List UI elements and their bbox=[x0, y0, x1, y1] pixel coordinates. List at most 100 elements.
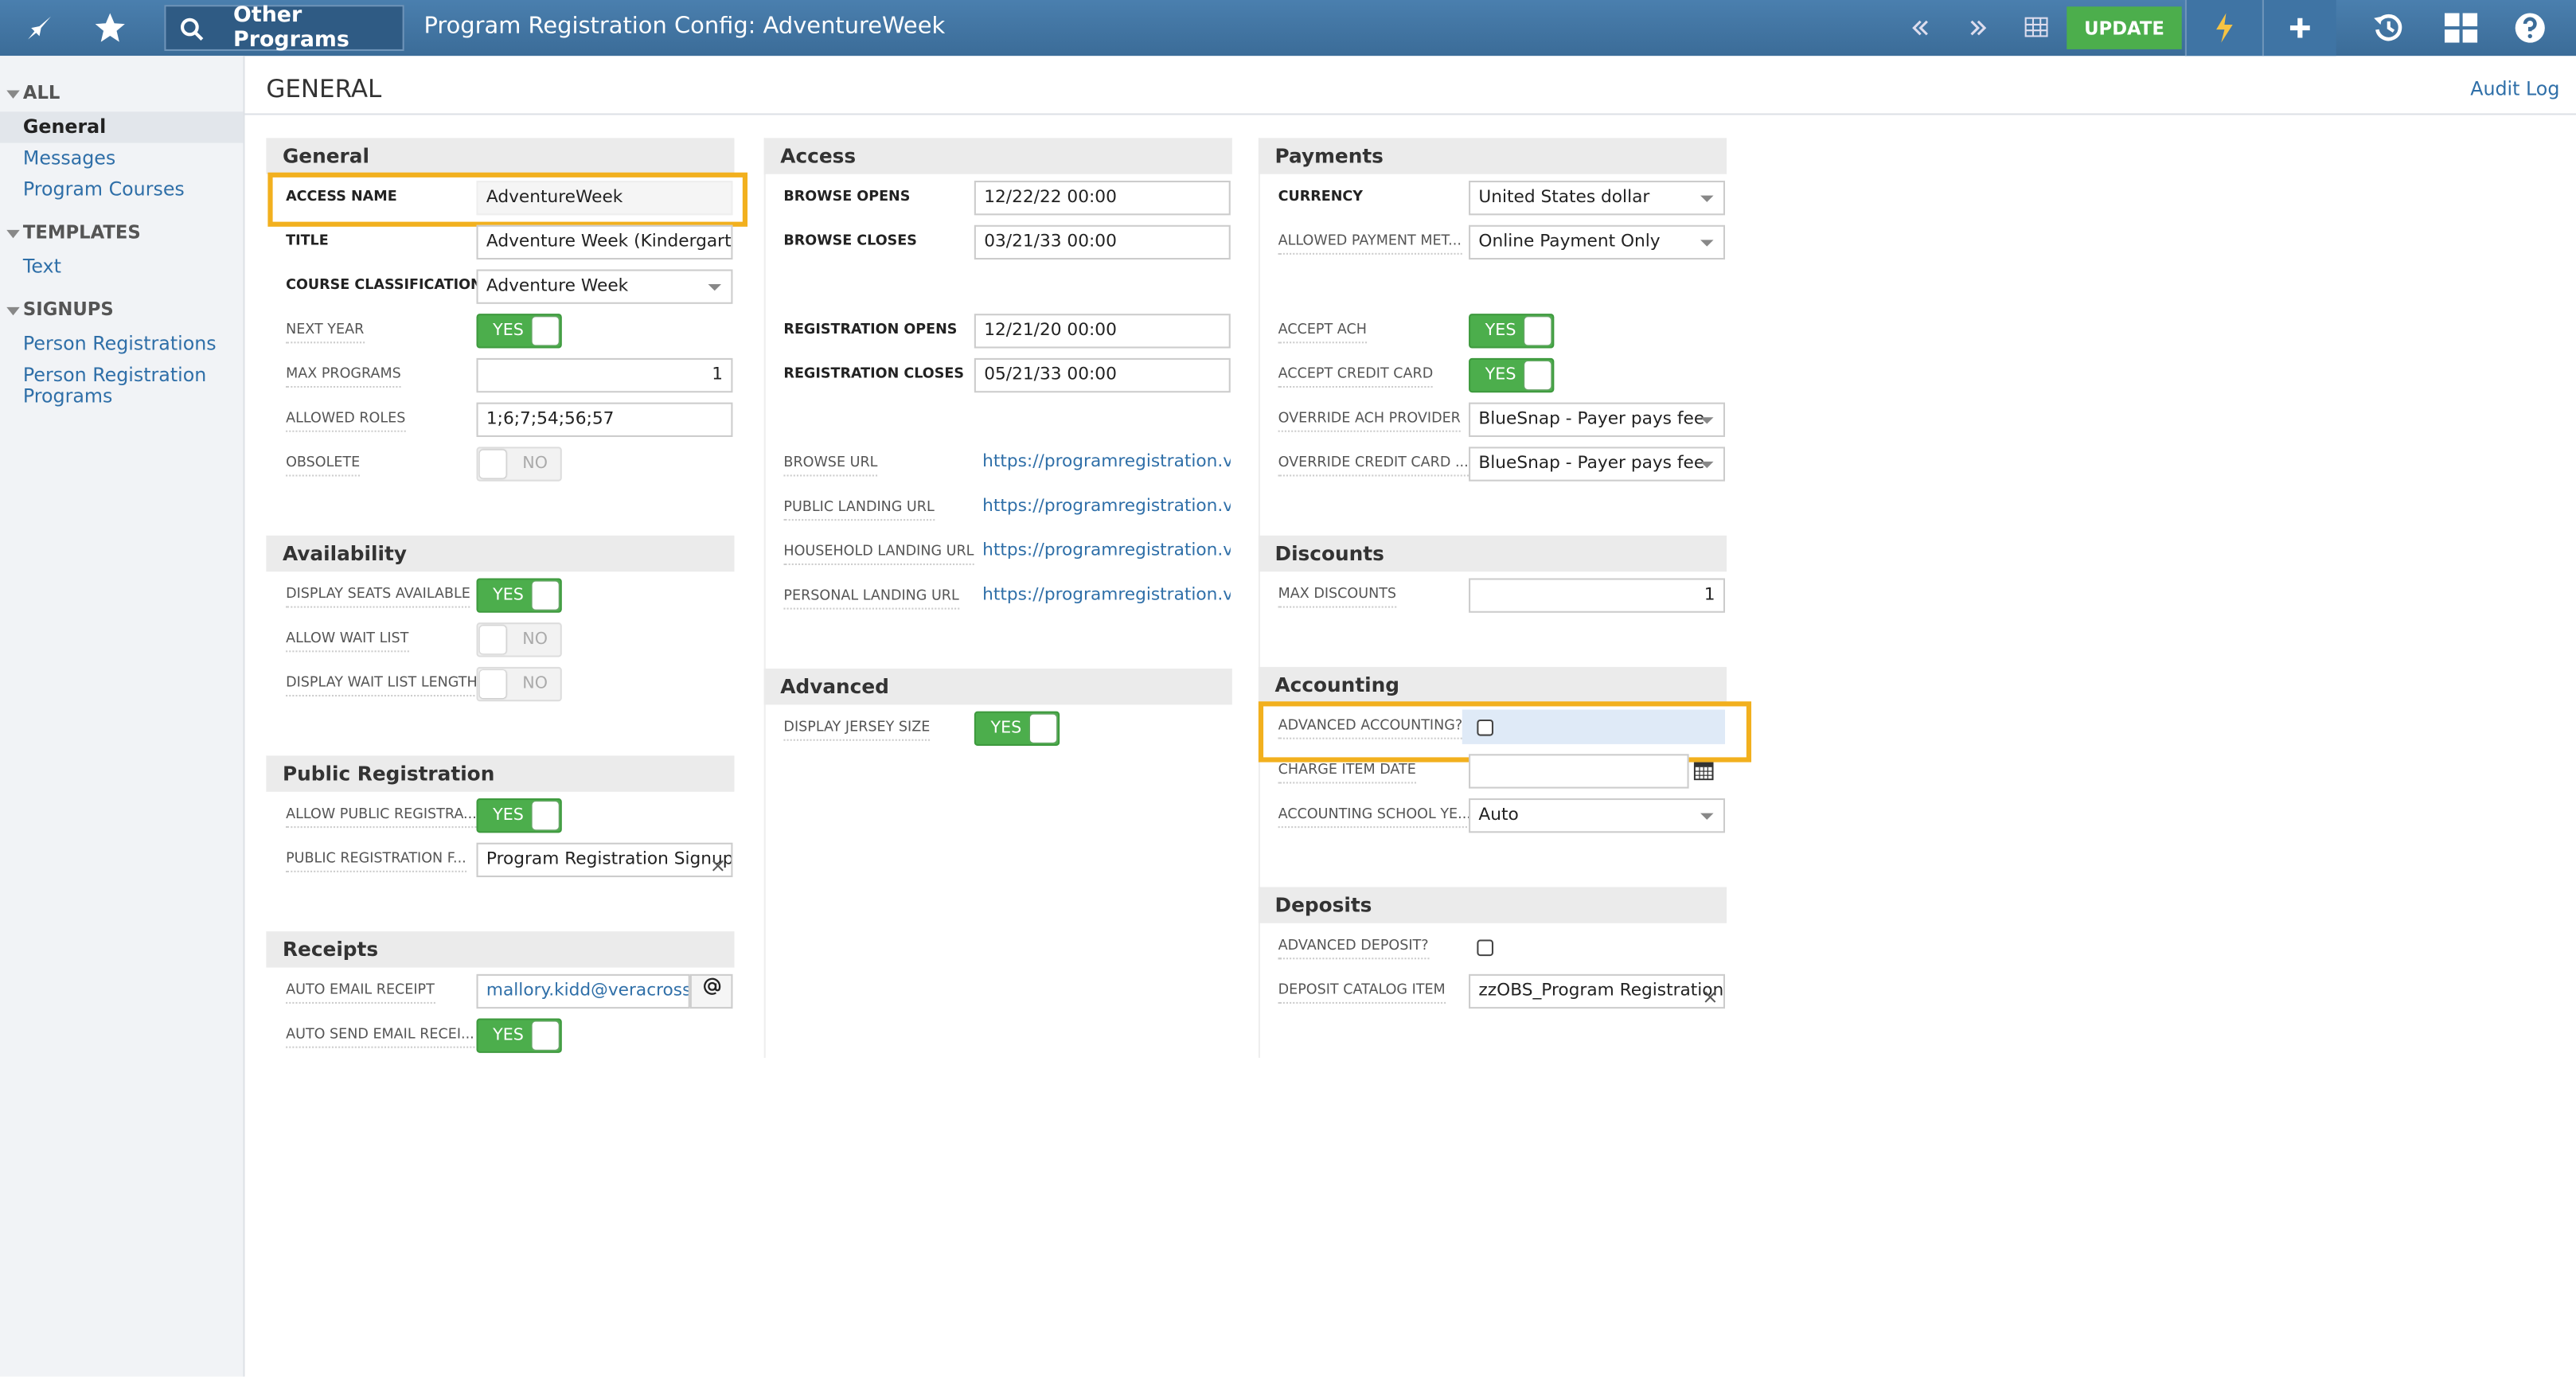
checkbox[interactable] bbox=[1477, 939, 1493, 957]
add-button[interactable] bbox=[2262, 0, 2336, 57]
text-input[interactable]: Adventure Week (Kindergarten - ( bbox=[476, 224, 733, 260]
form-row: OBSOLETE NO bbox=[266, 442, 734, 486]
field-label: OVERRIDE ACH PROVIDER bbox=[1278, 409, 1461, 432]
date-input[interactable] bbox=[1469, 754, 1689, 789]
toggle-knob bbox=[479, 450, 506, 478]
history-button[interactable] bbox=[2366, 0, 2412, 56]
toggle[interactable]: YES bbox=[476, 1018, 562, 1053]
select-input[interactable]: Adventure Week bbox=[476, 269, 733, 304]
form-panel: Receipts AUTO EMAIL RECEIPT mallory.kidd@v… bbox=[266, 931, 735, 1058]
select-input[interactable]: BlueSnap - Payer pays fee bbox=[1469, 402, 1725, 437]
text-input[interactable]: 03/21/33 00:00 bbox=[974, 224, 1231, 260]
input-value: https://programregistration.verac bbox=[982, 496, 1231, 517]
toggle[interactable]: YES bbox=[1469, 314, 1555, 349]
select-input[interactable]: zzOBS_Program Registration ... bbox=[1469, 973, 1725, 1009]
sidebar-item[interactable]: Program Courses bbox=[22, 177, 185, 201]
clear-icon[interactable] bbox=[1704, 984, 1717, 1003]
sidebar-item[interactable]: Text bbox=[22, 254, 61, 278]
toggle[interactable]: YES bbox=[974, 711, 1060, 746]
breadcrumb[interactable]: Other Programs bbox=[164, 3, 404, 53]
toggle[interactable]: YES bbox=[1469, 357, 1555, 393]
field-highlight-bg bbox=[1462, 709, 1725, 744]
form-row: HOUSEHOLD LANDING URL https://programregi… bbox=[764, 531, 1232, 575]
text-input[interactable]: 05/21/33 00:00 bbox=[974, 357, 1231, 393]
panel-title: Advanced bbox=[763, 668, 1232, 705]
field-label: AUTO SEND EMAIL RECEI... bbox=[286, 1025, 474, 1048]
toggle[interactable]: NO bbox=[476, 622, 562, 657]
clear-icon[interactable] bbox=[712, 852, 725, 872]
text-input[interactable]: 1;6;7;54;56;57 bbox=[476, 402, 733, 437]
history-icon bbox=[2374, 14, 2402, 41]
input-value: 12/22/22 00:00 bbox=[984, 187, 1117, 208]
field-label: ADVANCED ACCOUNTING? bbox=[1278, 716, 1463, 739]
toggle[interactable]: YES bbox=[476, 578, 562, 613]
sidebar-section-title: ALL bbox=[0, 76, 243, 111]
sidebar-item[interactable]: Person Registrations bbox=[22, 331, 217, 355]
field-label: MAX PROGRAMS bbox=[286, 365, 401, 388]
form-row: BROWSE URL https://programregistration.ve… bbox=[764, 442, 1232, 486]
toggle-knob bbox=[532, 1021, 559, 1050]
update-button[interactable]: UPDATE bbox=[2067, 6, 2182, 49]
quick-action[interactable] bbox=[2184, 0, 2262, 57]
form-row: ADVANCED DEPOSIT? bbox=[1259, 925, 1727, 969]
select-input[interactable]: BlueSnap - Payer pays fee bbox=[1469, 447, 1725, 482]
form-row: PUBLIC LANDING URL https://programregistr… bbox=[764, 486, 1232, 531]
field-label: COURSE CLASSIFICATION bbox=[286, 277, 482, 295]
sidebar-item[interactable]: Messages bbox=[22, 146, 116, 170]
link-input[interactable]: https://programregistration.verac bbox=[974, 535, 1231, 571]
number-input[interactable]: 1 bbox=[476, 357, 733, 393]
form-row: ALLOW PUBLIC REGISTRA... YES bbox=[266, 794, 734, 838]
search-icon bbox=[181, 18, 204, 41]
input-value: https://programregistration.verac bbox=[982, 451, 1231, 472]
field-label: BROWSE URL bbox=[783, 454, 878, 477]
toggle-text: YES bbox=[493, 322, 524, 341]
input-value: https://programregistration.verac bbox=[982, 540, 1231, 560]
text-input[interactable]: 12/21/20 00:00 bbox=[974, 314, 1231, 349]
text-input[interactable]: 12/22/22 00:00 bbox=[974, 181, 1231, 216]
toggle-knob bbox=[1524, 317, 1551, 345]
select-input[interactable]: Auto bbox=[1469, 798, 1725, 833]
audit-log-link[interactable]: Audit Log bbox=[2470, 76, 2560, 100]
sidebar-item[interactable]: Person Registration Programs bbox=[22, 363, 207, 408]
select-input[interactable]: United States dollar bbox=[1469, 181, 1725, 216]
select-input[interactable]: Program Registration Signup ... bbox=[476, 842, 733, 878]
toggle[interactable]: YES bbox=[476, 798, 562, 833]
toggle-text: YES bbox=[493, 806, 524, 825]
link-input[interactable]: https://programregistration.verac bbox=[974, 491, 1231, 526]
field-label: HOUSEHOLD LANDING URL bbox=[783, 542, 974, 565]
grid-icon bbox=[2444, 13, 2478, 43]
text-input[interactable]: AdventureWeek bbox=[476, 181, 733, 216]
checkbox[interactable] bbox=[1477, 719, 1493, 736]
toggle-knob bbox=[532, 581, 559, 610]
form-row: DEPOSIT CATALOG ITEM zzOBS_Program Regist… bbox=[1259, 969, 1727, 1014]
help-button[interactable] bbox=[2507, 0, 2553, 56]
form-row: ADVANCED ACCOUNTING? bbox=[1258, 701, 1752, 763]
dropdown-caret bbox=[1700, 813, 1714, 820]
input-value: BlueSnap - Payer pays fee bbox=[1478, 408, 1705, 429]
dropdown-caret bbox=[1700, 240, 1714, 247]
help-icon bbox=[2515, 13, 2545, 43]
apps-button[interactable] bbox=[2438, 0, 2484, 56]
home-icon[interactable] bbox=[14, 0, 66, 56]
toggle[interactable]: YES bbox=[476, 314, 562, 349]
form-row: OVERRIDE CREDIT CARD ... BlueSnap - Payer… bbox=[1259, 442, 1727, 486]
input-value: zzOBS_Program Registration ... bbox=[1478, 981, 1725, 1001]
email-button[interactable] bbox=[689, 973, 733, 1009]
sidebar-item[interactable]: General bbox=[0, 111, 244, 143]
calendar-icon[interactable] bbox=[1693, 761, 1714, 781]
form-row: AUTO SEND EMAIL RECEI... YES bbox=[266, 1013, 734, 1058]
toggle[interactable]: NO bbox=[476, 447, 562, 482]
panel-title: Payments bbox=[1258, 138, 1727, 174]
favorites-icon[interactable] bbox=[85, 0, 135, 56]
nav-icons[interactable] bbox=[1906, 17, 2070, 40]
email-input[interactable]: mallory.kidd@veracross.co bbox=[476, 973, 690, 1009]
toggle[interactable]: NO bbox=[476, 666, 562, 702]
form-row: PUBLIC REGISTRATION F... Program Registra… bbox=[266, 838, 734, 883]
link-input[interactable]: https://programregistration.verac bbox=[974, 579, 1231, 614]
select-input[interactable]: Online Payment Only bbox=[1469, 224, 1725, 260]
link-input[interactable]: https://programregistration.verac bbox=[974, 447, 1231, 482]
form-row: REGISTRATION CLOSES 05/21/33 00:00 bbox=[764, 353, 1232, 398]
number-input[interactable]: 1 bbox=[1469, 578, 1725, 613]
input-value: 1;6;7;54;56;57 bbox=[486, 408, 615, 429]
input-value: BlueSnap - Payer pays fee bbox=[1478, 453, 1705, 474]
